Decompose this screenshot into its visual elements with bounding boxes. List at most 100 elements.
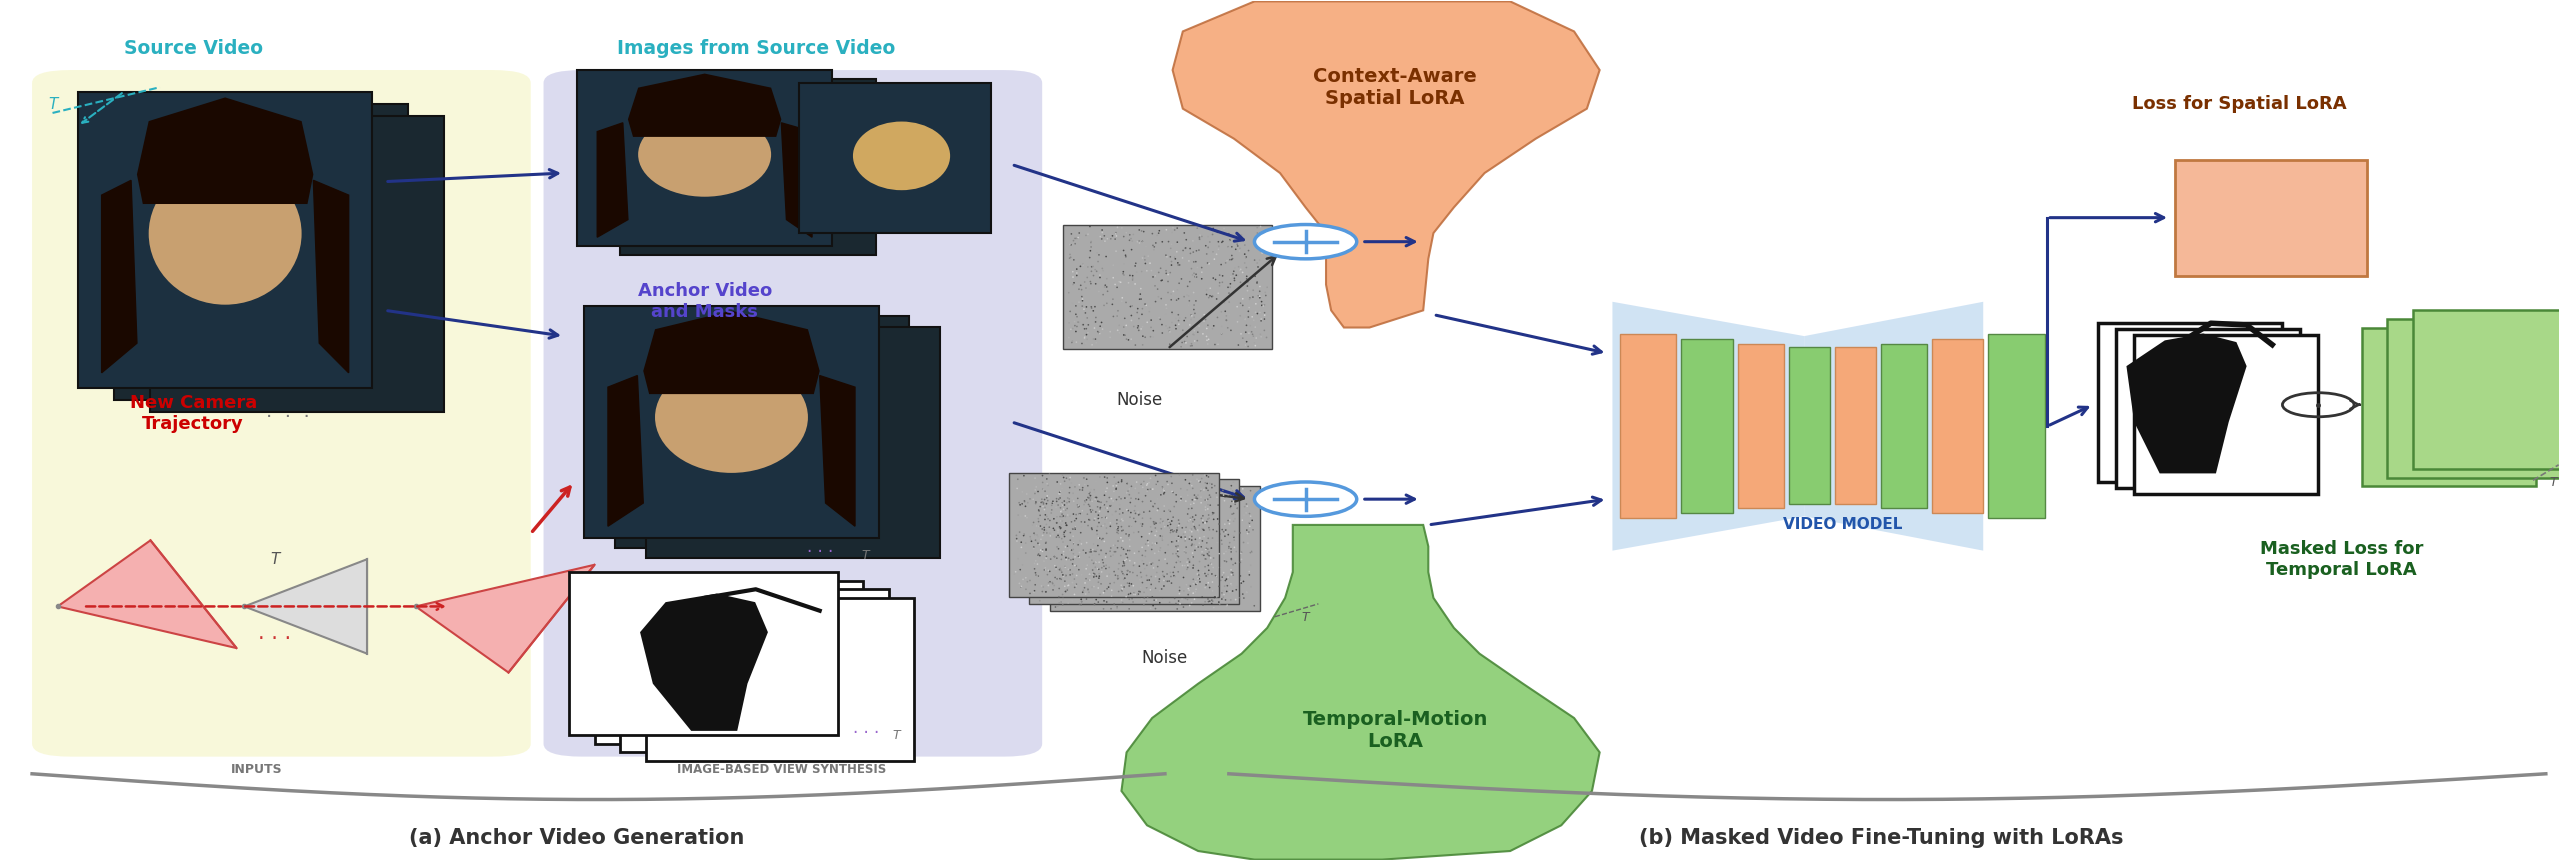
- Point: [1175, 307, 1216, 320]
- Point: [1068, 498, 1108, 511]
- Point: [1021, 585, 1062, 598]
- Point: [1039, 572, 1080, 585]
- Point: [1142, 326, 1183, 340]
- Point: [1236, 226, 1277, 240]
- Point: [1101, 221, 1142, 235]
- Point: [1106, 503, 1147, 517]
- Point: [1155, 251, 1196, 264]
- Point: [1226, 585, 1267, 599]
- Point: [1057, 555, 1098, 569]
- Point: [1188, 240, 1229, 254]
- Point: [1044, 474, 1085, 488]
- Point: [1068, 558, 1108, 572]
- Point: [1108, 280, 1149, 294]
- Point: [1068, 583, 1108, 597]
- Point: [1062, 568, 1103, 582]
- Point: [1147, 268, 1188, 282]
- Point: [1004, 494, 1044, 508]
- Point: [1185, 552, 1226, 566]
- Point: [1116, 257, 1157, 270]
- Point: [1111, 492, 1152, 505]
- Point: [1149, 521, 1190, 535]
- Point: [1188, 557, 1229, 571]
- Point: [1160, 340, 1201, 354]
- Ellipse shape: [852, 121, 950, 190]
- Point: [1075, 491, 1116, 505]
- Point: [1175, 492, 1216, 506]
- Point: [1132, 320, 1172, 334]
- Point: [1137, 504, 1178, 517]
- Point: [1052, 553, 1093, 567]
- Point: [1080, 500, 1121, 514]
- Point: [1037, 530, 1078, 543]
- Point: [1147, 474, 1188, 488]
- Point: [1139, 537, 1180, 551]
- Point: [1065, 478, 1106, 492]
- Point: [1155, 530, 1196, 544]
- Point: [1162, 567, 1203, 580]
- Point: [1134, 515, 1175, 529]
- Point: [1098, 534, 1139, 548]
- Point: [1014, 578, 1055, 592]
- Point: [1055, 299, 1096, 313]
- Point: [1188, 522, 1229, 536]
- Point: [1172, 286, 1213, 300]
- Point: [1080, 565, 1121, 579]
- Point: [1149, 320, 1190, 334]
- Point: [1108, 564, 1149, 578]
- Point: [1170, 554, 1211, 567]
- Point: [1126, 577, 1167, 591]
- Point: [1211, 479, 1252, 492]
- Point: [1139, 515, 1180, 529]
- Text: Images from Source Video: Images from Source Video: [617, 39, 896, 58]
- Point: [1029, 513, 1070, 527]
- Point: [1170, 521, 1211, 535]
- Point: [1180, 496, 1221, 510]
- Point: [1172, 497, 1213, 511]
- Point: [1085, 490, 1126, 504]
- Point: [1103, 569, 1144, 583]
- Point: [1114, 559, 1155, 573]
- Point: [1244, 324, 1285, 338]
- Point: [1124, 580, 1165, 594]
- Point: [1242, 246, 1283, 260]
- Point: [1219, 229, 1260, 243]
- Point: [1042, 595, 1083, 609]
- Point: [1091, 331, 1132, 344]
- Point: [1057, 563, 1098, 577]
- Point: [1239, 289, 1280, 303]
- Point: [1119, 519, 1160, 533]
- Point: [1180, 575, 1221, 589]
- Point: [1231, 325, 1272, 338]
- Point: [1106, 551, 1147, 565]
- Point: [1057, 310, 1098, 324]
- Point: [1155, 488, 1196, 502]
- Point: [1055, 550, 1096, 564]
- Point: [1193, 584, 1234, 598]
- Bar: [79, 91, 371, 387]
- Point: [1183, 523, 1224, 537]
- Point: [1050, 305, 1091, 319]
- Point: [1098, 475, 1139, 489]
- Point: [1062, 504, 1103, 517]
- Point: [1050, 509, 1091, 523]
- Point: [1160, 482, 1201, 496]
- Point: [1155, 547, 1196, 561]
- Point: [1119, 595, 1160, 609]
- Point: [1142, 482, 1183, 496]
- Point: [1096, 309, 1137, 323]
- Point: [1129, 602, 1170, 616]
- Point: [1242, 236, 1283, 250]
- Point: [1108, 228, 1149, 242]
- Point: [1134, 496, 1175, 510]
- Point: [1106, 486, 1147, 499]
- Point: [1050, 534, 1091, 548]
- Point: [1062, 258, 1103, 272]
- Point: [1114, 277, 1155, 291]
- Point: [1198, 338, 1239, 351]
- Point: [1242, 312, 1283, 325]
- Point: [1070, 251, 1111, 264]
- Point: [1139, 502, 1180, 516]
- Point: [1172, 546, 1213, 560]
- Point: [1160, 468, 1201, 481]
